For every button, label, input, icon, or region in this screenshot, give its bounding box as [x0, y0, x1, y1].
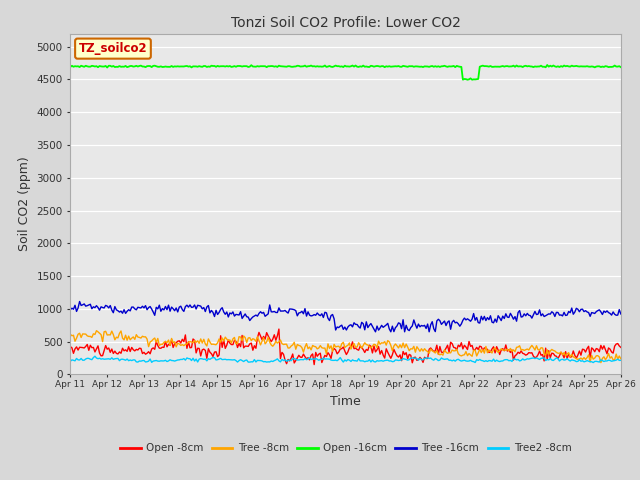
Title: Tonzi Soil CO2 Profile: Lower CO2: Tonzi Soil CO2 Profile: Lower CO2 [230, 16, 461, 30]
Text: TZ_soilco2: TZ_soilco2 [79, 42, 147, 55]
Legend: Open -8cm, Tree -8cm, Open -16cm, Tree -16cm, Tree2 -8cm: Open -8cm, Tree -8cm, Open -16cm, Tree -… [116, 439, 575, 457]
Y-axis label: Soil CO2 (ppm): Soil CO2 (ppm) [18, 156, 31, 252]
X-axis label: Time: Time [330, 395, 361, 408]
